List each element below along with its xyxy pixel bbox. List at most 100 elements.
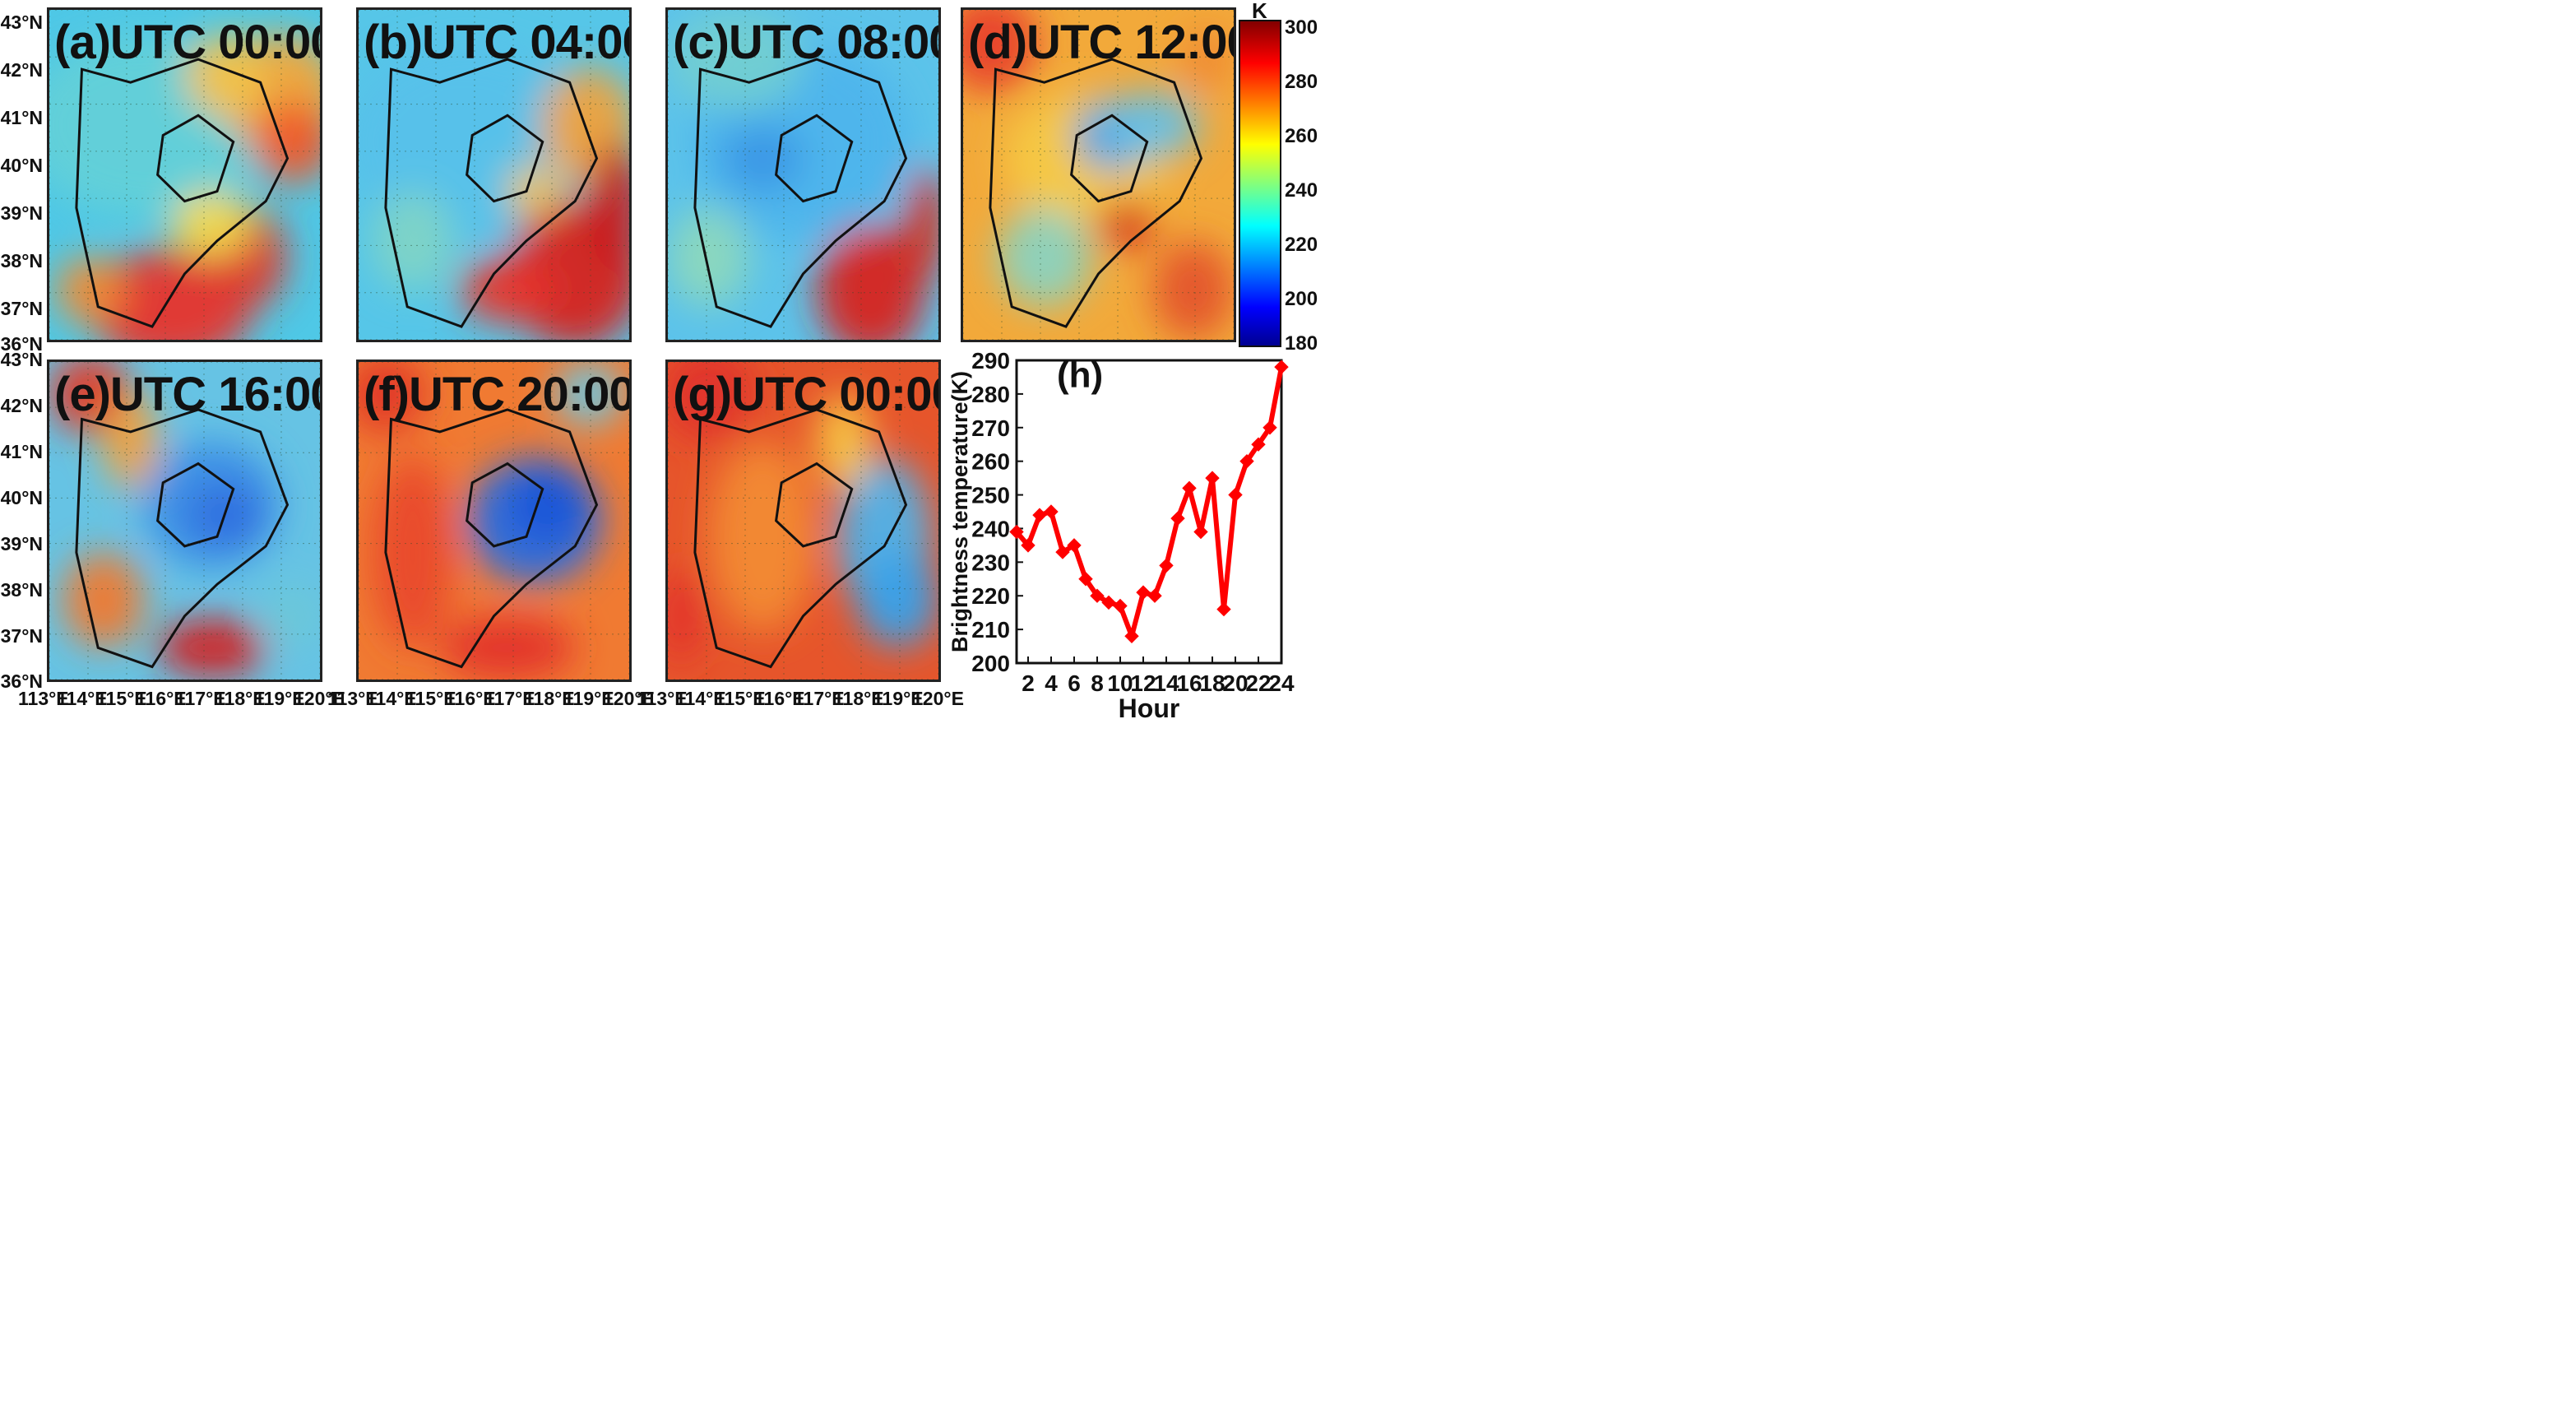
lon-e-120: 120°E xyxy=(294,688,345,709)
lat-label-bot-6: 38°N xyxy=(0,579,43,601)
data-point-hour-24 xyxy=(1274,360,1289,374)
map-f-blob-1 xyxy=(372,457,454,648)
lat-label-top-3: 41°N xyxy=(0,107,43,128)
data-point-hour-6 xyxy=(1067,538,1082,553)
xtick-label-14: 14 xyxy=(1153,670,1179,696)
map-g xyxy=(668,362,938,680)
xtick-label-2: 2 xyxy=(1022,670,1035,696)
lon-f-117: 117°E xyxy=(484,688,535,709)
data-point-hour-17 xyxy=(1193,524,1208,540)
map-a-blob-4 xyxy=(56,257,124,323)
map-b-blob-6 xyxy=(507,166,562,216)
lon-f-120: 120°E xyxy=(603,688,655,709)
data-point-hour-3 xyxy=(1032,508,1047,522)
map-g-province-boundary xyxy=(693,408,908,669)
lon-e-116: 116°E xyxy=(136,688,187,709)
lat-label-bot-4: 40°N xyxy=(0,487,43,508)
lon-e-117: 117°E xyxy=(175,688,226,709)
xtick-label-20: 20 xyxy=(1222,670,1248,696)
lat-label-top-2: 42°N xyxy=(0,59,43,81)
map-g-blob-4 xyxy=(816,393,871,489)
lon-f-119: 119°E xyxy=(563,688,614,709)
map-d-province-boundary xyxy=(989,58,1203,328)
map-b-city-boundary xyxy=(466,114,544,203)
map-d-field xyxy=(963,10,1234,340)
data-point-hour-16 xyxy=(1182,480,1197,496)
data-point-hour-9 xyxy=(1101,595,1116,610)
map-c-blob-5 xyxy=(668,207,749,307)
map-d-gridlines xyxy=(963,10,1234,340)
map-d xyxy=(963,10,1234,340)
lat-label-bot-7: 37°N xyxy=(0,625,43,647)
ytick-label-270: 270 xyxy=(971,415,1010,441)
panel-c: (c)UTC 08:00 July 21 xyxy=(665,7,941,342)
colorbar-tick-300: 300 xyxy=(1285,16,1318,39)
lon-e-118: 118°E xyxy=(215,688,266,709)
data-point-hour-5 xyxy=(1055,545,1070,559)
lon-f-113: 113°E xyxy=(327,688,378,709)
xtick-label-8: 8 xyxy=(1091,670,1104,696)
xtick-label-10: 10 xyxy=(1107,670,1133,696)
colorbar-unit: K xyxy=(1252,0,1267,23)
map-a xyxy=(49,10,320,340)
lat-label-bot-5: 39°N xyxy=(0,533,43,554)
lon-g-113: 113°E xyxy=(637,688,688,709)
data-point-hour-7 xyxy=(1078,572,1093,587)
data-point-hour-8 xyxy=(1090,588,1105,603)
ytick-label-250: 250 xyxy=(971,483,1010,508)
xtick-label-24: 24 xyxy=(1268,670,1295,696)
map-e-city-boundary xyxy=(156,462,235,548)
map-c-blob-2 xyxy=(816,224,925,340)
panel-title-e: (e)UTC 16:00 July 21 xyxy=(54,368,320,421)
map-a-field xyxy=(49,35,320,340)
panel-title-c: (c)UTC 08:00 July 21 xyxy=(673,16,938,69)
series-line-0 xyxy=(1014,366,1284,639)
xtick-label-22: 22 xyxy=(1245,670,1271,696)
map-a-blob-2 xyxy=(252,100,320,183)
map-c-blob-1 xyxy=(721,125,804,192)
lon-f-116: 116°E xyxy=(445,688,496,709)
map-f xyxy=(359,362,629,680)
colorbar-tick-180: 180 xyxy=(1285,332,1318,355)
lat-label-top-6: 38°N xyxy=(0,250,43,271)
map-b-blob-5 xyxy=(372,191,454,290)
map-f-city-boundary xyxy=(466,462,544,548)
lat-label-bot-2: 42°N xyxy=(0,395,43,416)
panel-title-b: (b)UTC 04:00 July 21 xyxy=(364,16,629,69)
data-point-hour-12 xyxy=(1136,585,1151,600)
colorbar-gradient xyxy=(1239,20,1281,347)
data-point-hour-15 xyxy=(1170,511,1185,526)
xtick-label-12: 12 xyxy=(1130,670,1156,696)
lon-f-114: 114°E xyxy=(366,688,417,709)
map-d-blob-3 xyxy=(1105,92,1200,159)
colorbar-tick-240: 240 xyxy=(1285,179,1318,202)
lon-g-115: 115°E xyxy=(715,688,766,709)
map-b xyxy=(359,10,629,340)
map-g-blob-5 xyxy=(668,568,702,664)
data-point-hour-10 xyxy=(1113,598,1128,614)
xtick-label-4: 4 xyxy=(1045,670,1058,696)
map-f-blob-5 xyxy=(554,362,623,426)
map-d-blob-5 xyxy=(997,207,1092,307)
panel-title-g: (g)UTC 00:00 July 22 xyxy=(673,368,938,421)
ytick-label-220: 220 xyxy=(971,583,1010,609)
panel-g: (g)UTC 00:00 July 22 xyxy=(665,360,941,682)
panel-b: (b)UTC 04:00 July 21 xyxy=(356,7,632,342)
map-c-city-boundary xyxy=(775,114,854,203)
map-d-blob-4 xyxy=(1098,199,1153,249)
map-d-blob-6 xyxy=(1152,240,1234,340)
map-f-field xyxy=(359,362,623,680)
map-e-blob-4 xyxy=(157,619,266,677)
map-e-blob-1 xyxy=(103,393,158,489)
xtick-label-18: 18 xyxy=(1199,670,1225,696)
map-g-blob-0 xyxy=(668,362,756,442)
lon-g-116: 116°E xyxy=(754,688,805,709)
map-c-blob-4 xyxy=(668,10,804,109)
lon-f-115: 115°E xyxy=(405,688,456,709)
lon-g-114: 114°E xyxy=(675,688,726,709)
map-f-blob-3 xyxy=(507,465,589,545)
map-g-field xyxy=(668,362,938,664)
lat-label-top-7: 37°N xyxy=(0,298,43,319)
map-c xyxy=(668,10,938,340)
